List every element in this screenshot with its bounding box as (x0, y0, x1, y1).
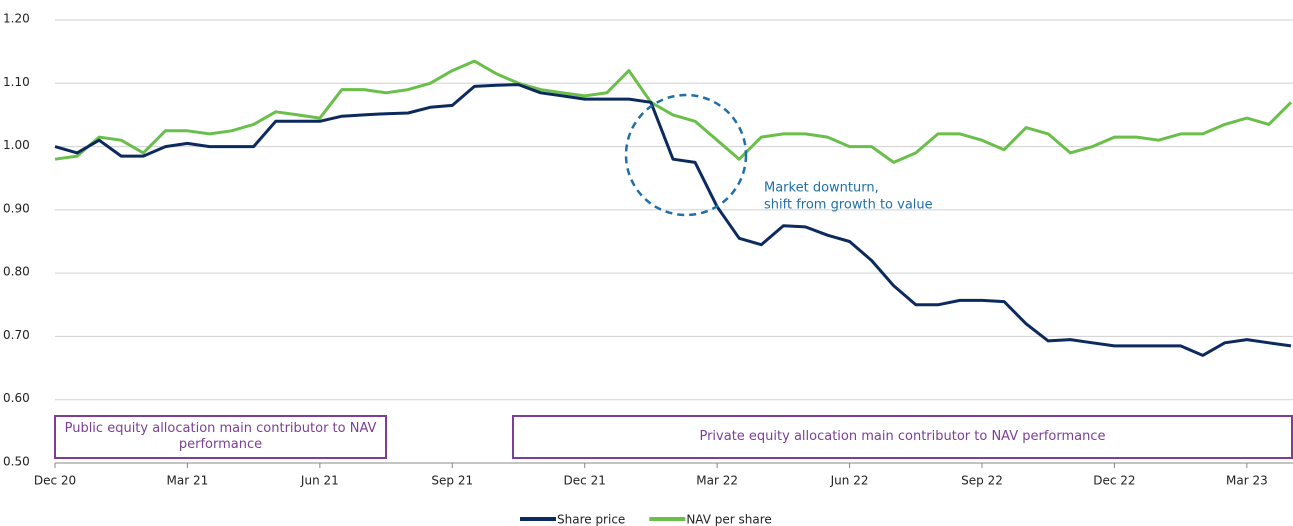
series-line (54, 83, 1292, 357)
x-tick-label: Sep 22 (961, 474, 1003, 488)
annotation-text: Market downturn, (764, 181, 879, 196)
x-tick-label: Sep 21 (431, 474, 473, 488)
annotation-circle (624, 93, 748, 217)
y-tick-label: 1.10 (3, 75, 30, 89)
legend-label: NAV per share (686, 513, 771, 526)
x-tick-label: Jun 22 (830, 474, 869, 488)
x-tick-label: Jun 21 (300, 474, 339, 488)
x-tick-label: Dec 20 (34, 474, 76, 488)
y-tick-label: 0.90 (3, 201, 30, 215)
x-tick-label: Mar 23 (1226, 474, 1268, 488)
y-tick-label: 1.20 (3, 12, 30, 26)
series-line (54, 59, 1293, 164)
period-box: Private equity allocation main contribut… (512, 415, 1293, 459)
x-tick-label: Mar 21 (167, 474, 209, 488)
y-tick-label: 1.00 (3, 138, 30, 152)
x-tick-label: Dec 22 (1093, 474, 1135, 488)
y-tick-label: 0.60 (3, 391, 30, 405)
y-tick-label: 0.70 (3, 328, 30, 342)
x-tick-label: Mar 22 (696, 474, 738, 488)
x-tick-label: Dec 21 (564, 474, 606, 488)
period-box: Public equity allocation main contributo… (54, 415, 387, 459)
y-tick-label: 0.50 (3, 455, 30, 469)
legend-label: Share price (557, 513, 625, 526)
annotation-text: shift from growth to value (764, 198, 933, 213)
y-tick-label: 0.80 (3, 265, 30, 279)
